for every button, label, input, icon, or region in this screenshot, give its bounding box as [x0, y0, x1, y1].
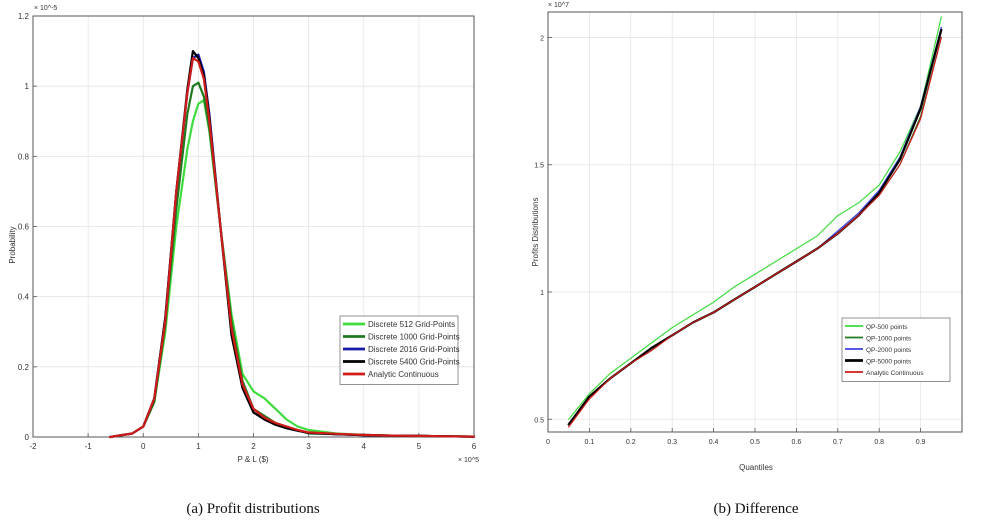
- legend-label: QP-1000 points: [866, 336, 912, 343]
- legend-label: Discrete 5400 Grid-Points: [368, 358, 460, 367]
- y-tick-label: 1: [25, 82, 30, 91]
- x-axis-label: P & L ($): [237, 455, 268, 464]
- y-multiplier: × 10^-5: [34, 5, 57, 12]
- y-multiplier: × 10^7: [548, 2, 569, 9]
- series-line-1: [568, 16, 942, 420]
- x-tick-label: 4: [362, 442, 367, 451]
- x-tick-label: 0.6: [792, 439, 802, 446]
- y-tick-label: 0.4: [18, 293, 30, 302]
- legend-label: Discrete 1000 Grid-Points: [368, 333, 460, 342]
- legend-label: Discrete 2016 Grid-Points: [368, 345, 460, 354]
- legend-label: QP-2000 points: [866, 347, 912, 354]
- y-tick-label: 0.2: [18, 363, 30, 372]
- legend-label: Analytic Continuous: [866, 370, 924, 377]
- y-tick-label: 0.5: [534, 417, 544, 424]
- y-tick-label: 1.2: [18, 12, 30, 21]
- x-tick-label: 0: [141, 442, 146, 451]
- chart-a-profit-distributions: -2 -1 0 1 2 3 4 5 6 0 0.2 0.4 0.6 0.8 1 1.2 × 10^-5 × 10^…: [8, 5, 479, 517]
- y-axis-label: Probability: [8, 226, 17, 263]
- x-tick-label: 5: [417, 442, 422, 451]
- legend-label: QP-500 points: [866, 324, 908, 331]
- y-axis-label: Profits Distributions: [531, 198, 540, 267]
- legend-label: Discrete 512 Grid-Points: [368, 320, 455, 329]
- y-tick-label: 1: [540, 290, 544, 297]
- x-tick-label: 2: [251, 442, 256, 451]
- x-tick-label: 0.8: [874, 439, 884, 446]
- x-multiplier: × 10^5: [458, 457, 479, 464]
- x-tick-label: 0.3: [667, 439, 677, 446]
- x-tick-label: 6: [472, 442, 477, 451]
- x-tick-label: 0.7: [833, 439, 843, 446]
- y-tick-label: 0: [25, 433, 30, 442]
- x-tick-label: 0.4: [709, 439, 719, 446]
- x-tick-label: 0.1: [585, 439, 595, 446]
- x-tick-label: -2: [29, 442, 37, 451]
- chart-b-difference: 0 0.1 0.2 0.3 0.4 0.5 0.6 0.7 0.8 0.9 0.5 1 1.5 2 × 10…: [531, 2, 963, 517]
- x-tick-label: 3: [306, 442, 311, 451]
- series-line-5: [568, 36, 942, 428]
- series-line-5: [109, 56, 476, 439]
- chart-caption: (a) Profit distributions: [186, 501, 319, 517]
- x-tick-label: -1: [85, 442, 93, 451]
- x-tick-label: 0.9: [916, 439, 926, 446]
- x-axis-label: Quantiles: [739, 463, 773, 472]
- y-tick-label: 2: [540, 35, 544, 42]
- x-tick-label: 0: [546, 439, 550, 446]
- y-tick-label: 0.8: [18, 152, 30, 161]
- x-tick-label: 1: [196, 442, 201, 451]
- chart-caption: (b) Difference: [713, 501, 798, 517]
- y-tick-label: 0.6: [18, 223, 30, 232]
- y-tick-label: 1.5: [534, 163, 544, 170]
- legend-label: Analytic Continuous: [368, 370, 439, 379]
- x-tick-label: 0.2: [626, 439, 636, 446]
- legend-label: QP-5000 points: [866, 359, 912, 366]
- x-tick-label: 0.5: [750, 439, 760, 446]
